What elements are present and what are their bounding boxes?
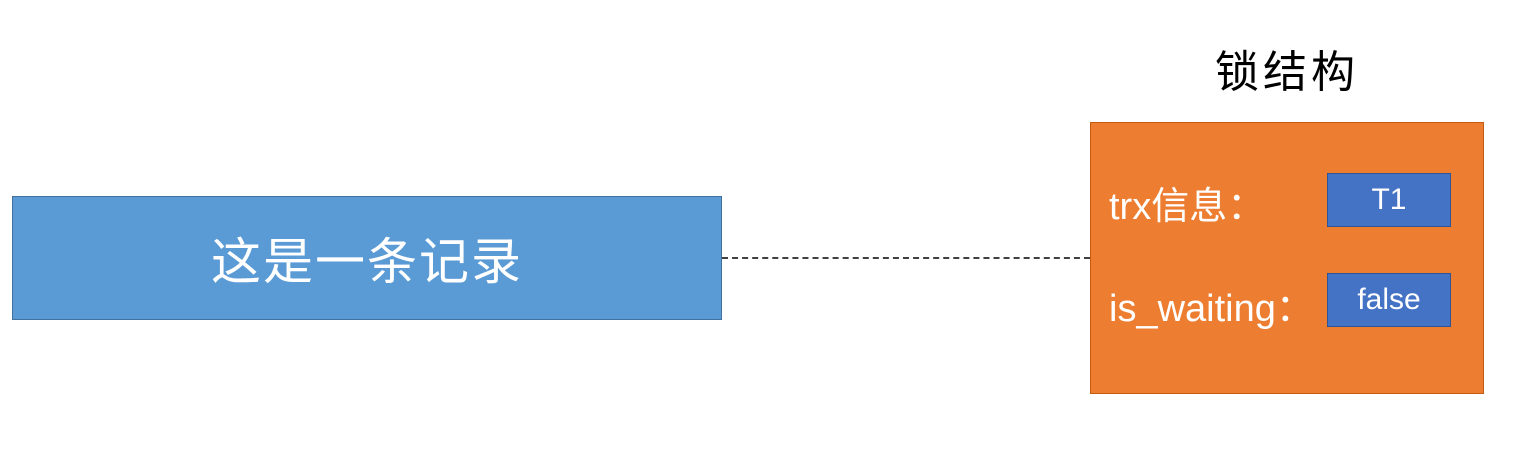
record-label: 这是一条记录 — [211, 233, 523, 291]
trx-info-value-text: T1 — [1371, 183, 1407, 216]
is-waiting-label: is_waiting： — [1109, 288, 1314, 330]
lock-structure-box: trx信息： T1 is_waiting： false — [1090, 122, 1484, 394]
record-box: 这是一条记录 — [12, 196, 722, 320]
trx-info-label: trx信息： — [1109, 186, 1266, 228]
dashed-connector — [722, 257, 1090, 259]
is-waiting-value: false — [1327, 273, 1451, 327]
trx-info-value: T1 — [1327, 173, 1451, 227]
lock-structure-title: 锁结构 — [1215, 47, 1359, 98]
is-waiting-value-text: false — [1357, 283, 1421, 316]
